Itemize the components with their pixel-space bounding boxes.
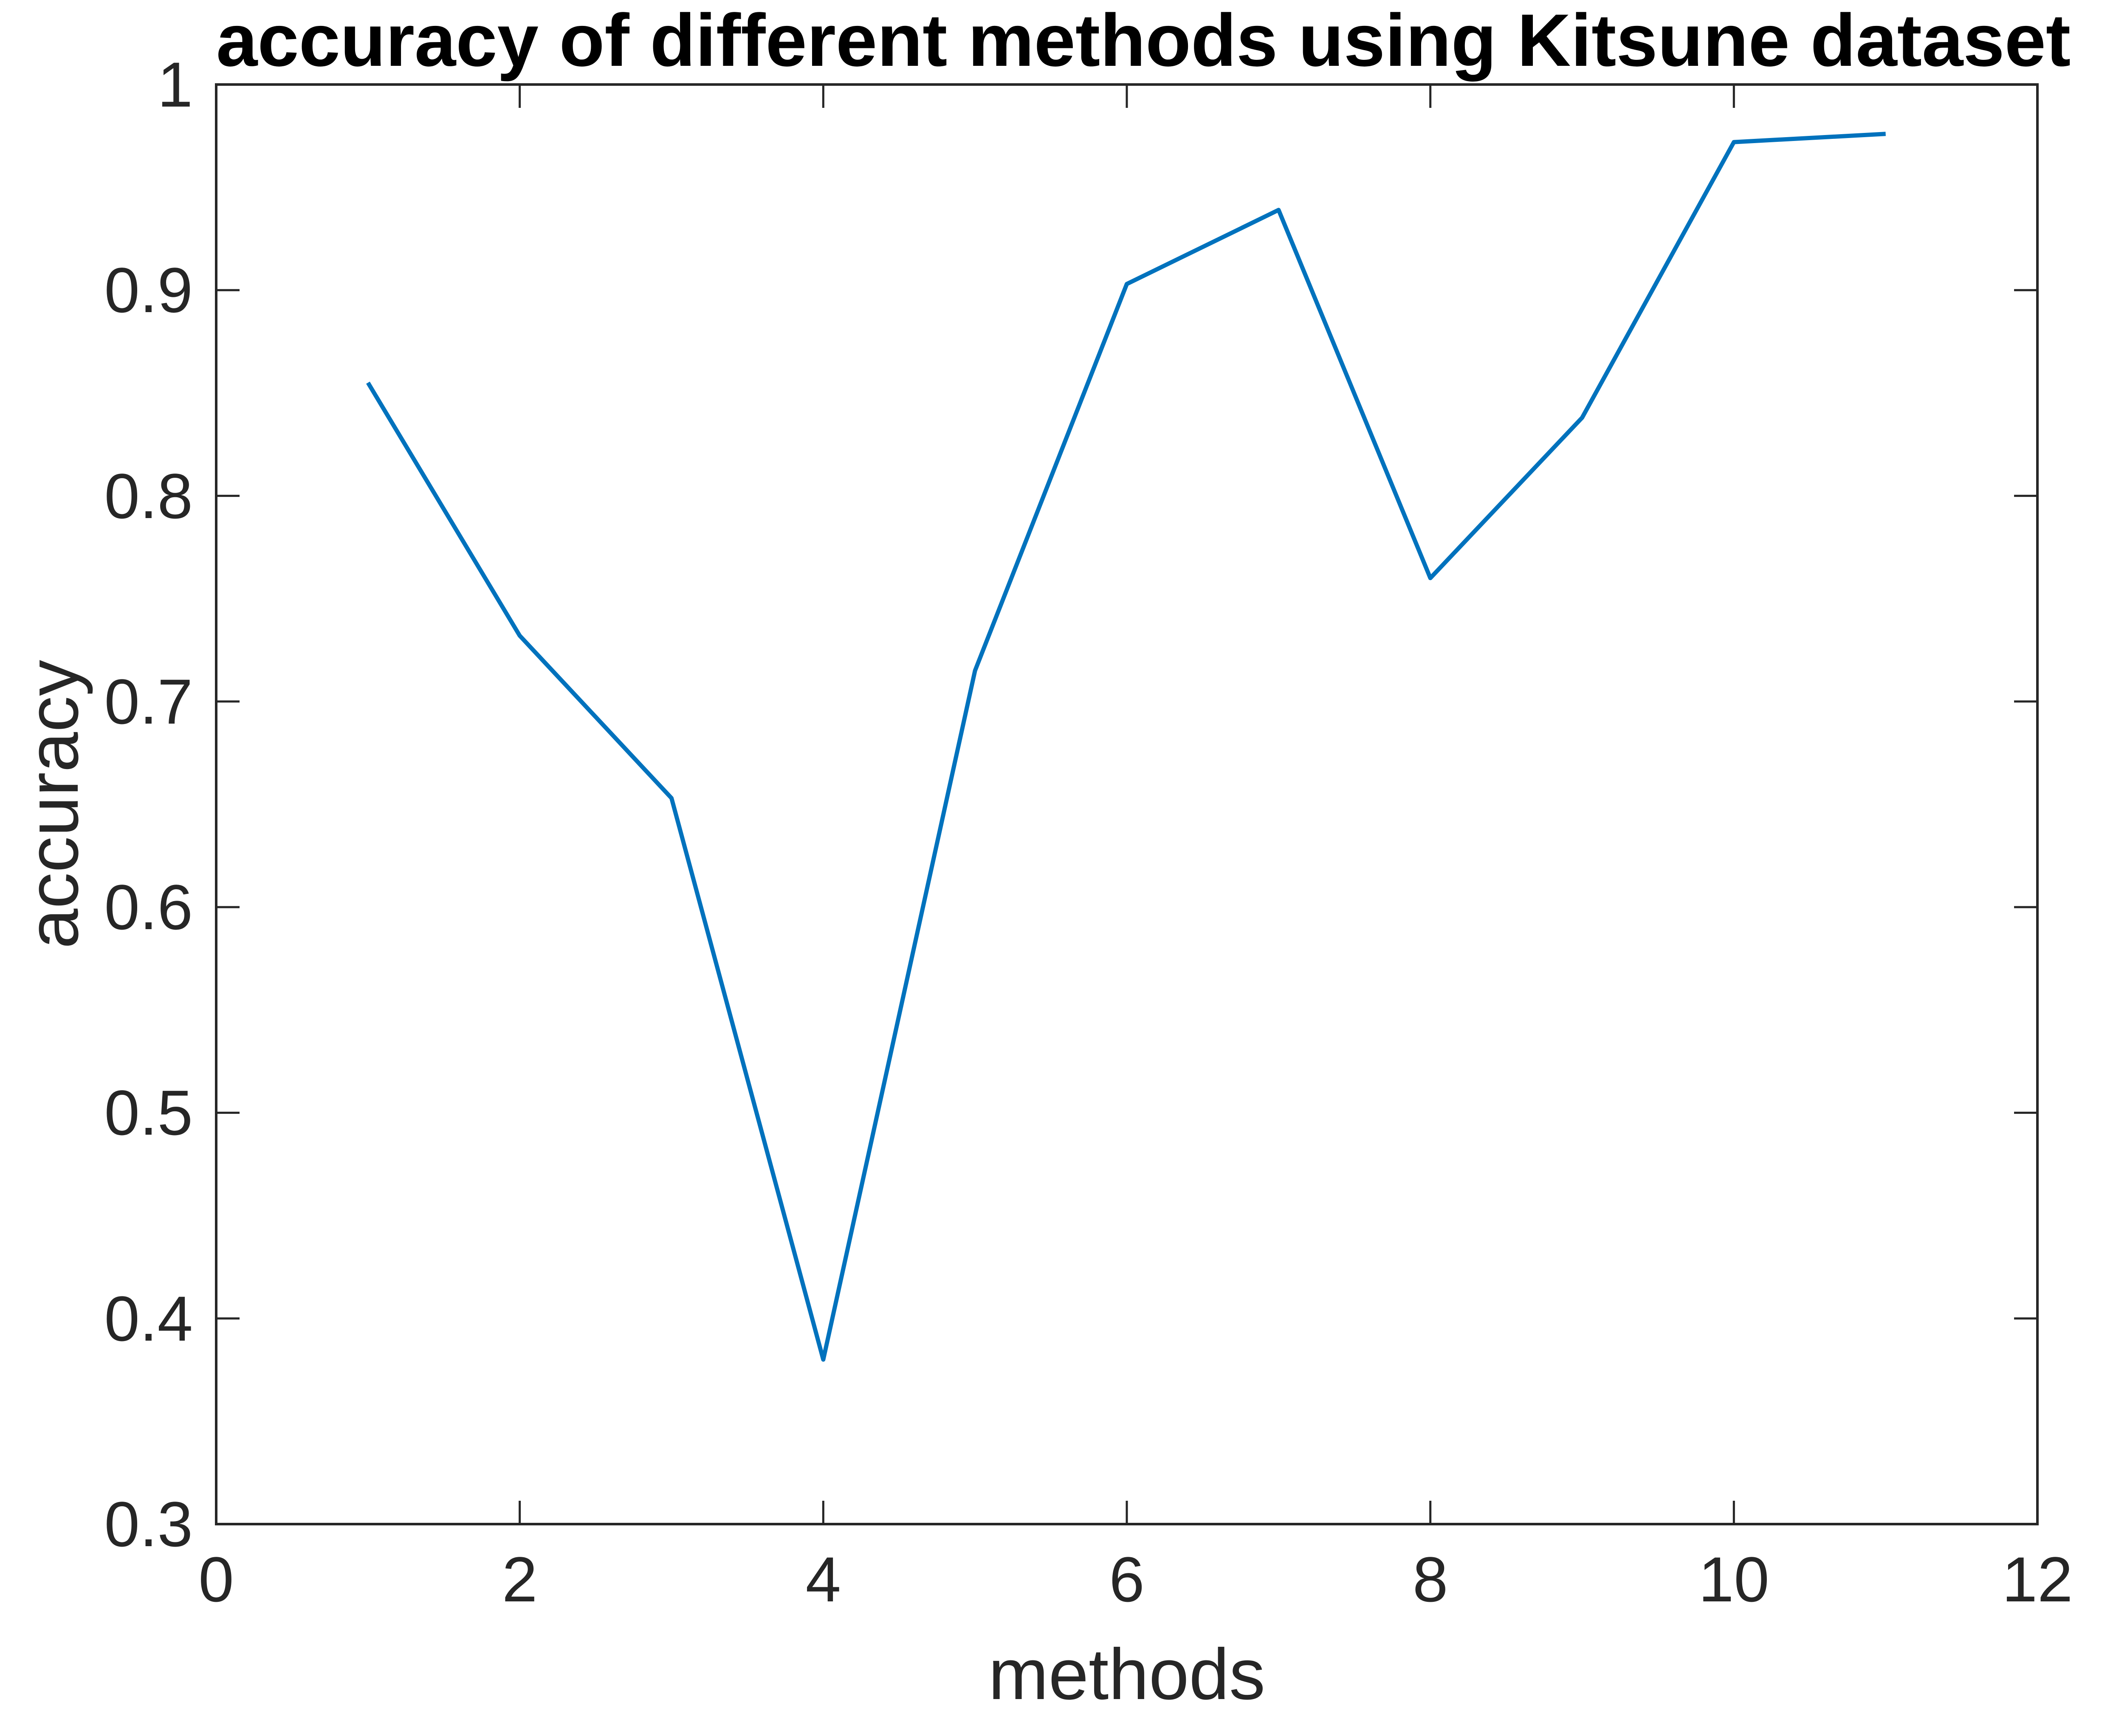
y-tick-label: 1 [157,49,193,120]
y-tick-label: 0.7 [104,665,193,737]
x-tick-label: 6 [1109,1544,1145,1615]
x-axis-label: methods [988,1634,1266,1715]
y-tick-label: 0.5 [104,1077,193,1149]
data-line-accuracy [366,132,1886,1362]
x-tick-label: 12 [2002,1544,2073,1615]
chart-title: accuracy of different methods using Kits… [216,0,2071,82]
x-tick-label: 10 [1698,1544,1769,1615]
x-tick-label: 2 [502,1544,538,1615]
y-tick-label: 0.8 [104,460,193,532]
y-tick-label: 0.9 [104,254,193,326]
x-tick-label: 0 [198,1544,234,1615]
x-tick-label: 8 [1412,1544,1448,1615]
y-tick-label: 0.4 [104,1282,193,1354]
x-tick-label: 4 [805,1544,841,1615]
y-tick-label: 0.3 [104,1488,193,1560]
y-tick-label: 0.6 [104,871,193,943]
axes-box [215,83,2039,1525]
